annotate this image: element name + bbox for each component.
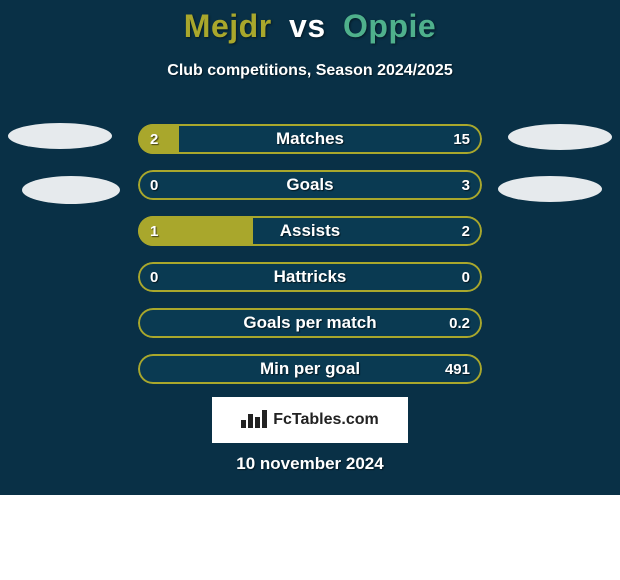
stat-row: 00Hattricks bbox=[138, 262, 482, 292]
stat-label: Assists bbox=[138, 216, 482, 246]
stat-row: 12Assists bbox=[138, 216, 482, 246]
stat-label: Hattricks bbox=[138, 262, 482, 292]
player1-name: Mejdr bbox=[184, 8, 272, 44]
stat-row: 0.2Goals per match bbox=[138, 308, 482, 338]
stat-label: Goals bbox=[138, 170, 482, 200]
subtitle: Club competitions, Season 2024/2025 bbox=[0, 62, 620, 80]
brand-badge: FcTables.com bbox=[212, 397, 408, 443]
stat-row: 215Matches bbox=[138, 124, 482, 154]
title: Mejdr vs Oppie bbox=[0, 8, 620, 45]
team-badge-left-1 bbox=[8, 123, 112, 149]
stat-label: Goals per match bbox=[138, 308, 482, 338]
brand-text: FcTables.com bbox=[273, 411, 379, 429]
stat-row: 03Goals bbox=[138, 170, 482, 200]
bar-chart-icon bbox=[241, 408, 267, 433]
team-badge-left-2 bbox=[22, 176, 120, 204]
player2-name: Oppie bbox=[343, 8, 436, 44]
team-badge-right-2 bbox=[498, 176, 602, 202]
stat-rows: 215Matches 03Goals 12Assists 00Hattricks 0.2… bbox=[138, 124, 482, 400]
team-badge-right-1 bbox=[508, 124, 612, 150]
stat-label: Min per goal bbox=[138, 354, 482, 384]
stat-row: 491Min per goal bbox=[138, 354, 482, 384]
stat-label: Matches bbox=[138, 124, 482, 154]
vs-label: vs bbox=[289, 8, 326, 44]
date-label: 10 november 2024 bbox=[0, 454, 620, 474]
comparison-card: Mejdr vs Oppie Club competitions, Season… bbox=[0, 0, 620, 580]
